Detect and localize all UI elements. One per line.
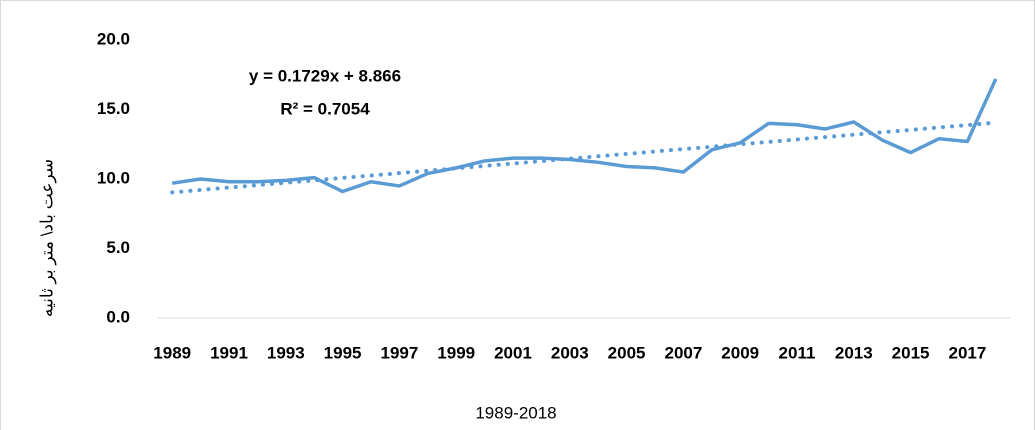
x-tick-label: 2009 — [721, 343, 759, 362]
x-tick-label: 1997 — [380, 343, 418, 362]
y-tick-label: 0.0 — [106, 307, 130, 326]
y-axis-title: سرعت باد\ متر بر ثانیه — [37, 159, 56, 317]
y-tick-label: 5.0 — [106, 238, 130, 257]
y-tick-label: 20.0 — [97, 29, 130, 48]
x-tick-label: 2015 — [892, 343, 930, 362]
x-tick-label: 1995 — [324, 343, 362, 362]
x-axis-title: 1989-2018 — [475, 403, 556, 422]
trend-r-squared: R² = 0.7054 — [280, 99, 370, 118]
x-tick-label: 1991 — [210, 343, 248, 362]
trend-equation: y = 0.1729x + 8.866 — [249, 66, 401, 85]
x-tick-label: 1993 — [267, 343, 305, 362]
x-tick-label: 2005 — [608, 343, 646, 362]
x-tick-label: 2011 — [779, 343, 816, 362]
x-tick-label: 2017 — [948, 343, 986, 362]
x-tick-label: 1999 — [437, 343, 475, 362]
data-line — [171, 78, 998, 194]
x-tick-label: 1989 — [153, 343, 191, 362]
x-tick-label: 2013 — [835, 343, 873, 362]
trend-line — [170, 120, 998, 195]
x-tick-label: 2007 — [664, 343, 702, 362]
x-tick-label: 2001 — [494, 343, 532, 362]
y-tick-label: 15.0 — [97, 99, 130, 118]
x-tick-label: 2003 — [551, 343, 589, 362]
y-tick-label: 10.0 — [97, 168, 130, 187]
